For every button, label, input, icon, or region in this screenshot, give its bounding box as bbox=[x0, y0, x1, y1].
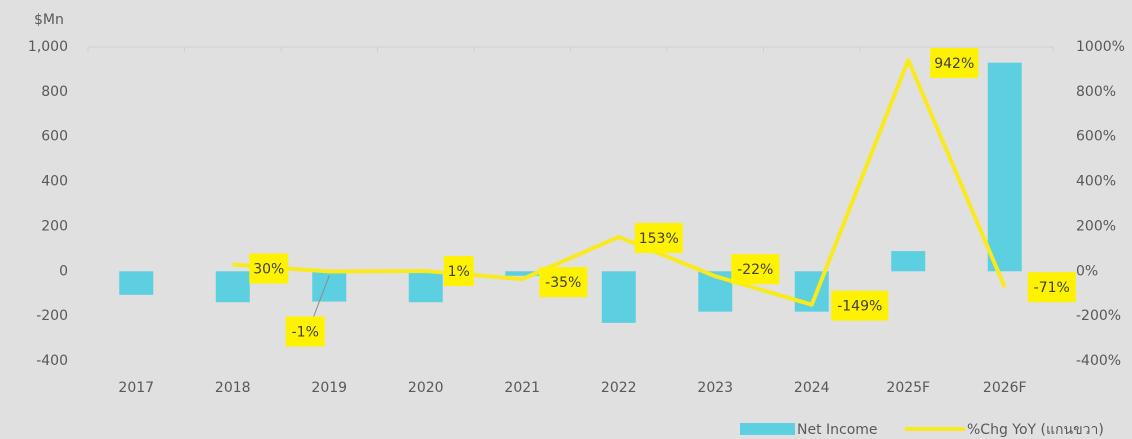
y-tick-label: 400 bbox=[41, 174, 68, 190]
bar bbox=[891, 251, 926, 272]
label-box bbox=[731, 254, 780, 285]
bar bbox=[119, 271, 154, 295]
data-label: 153% bbox=[639, 231, 679, 247]
label-box bbox=[285, 316, 325, 347]
data-label: -149% bbox=[837, 299, 882, 315]
y2-tick-label: -400% bbox=[1076, 353, 1121, 369]
data-label: -22% bbox=[737, 262, 773, 278]
y-tick-label: 600 bbox=[41, 129, 68, 145]
line bbox=[232, 58, 1007, 307]
y-axis-label: $Mn bbox=[34, 12, 64, 28]
label-box bbox=[539, 267, 588, 298]
y2-tick-label: 400% bbox=[1076, 174, 1116, 190]
bar bbox=[987, 62, 1022, 272]
y-tick-label: 800 bbox=[41, 84, 68, 100]
y-tick-label: 200 bbox=[41, 218, 68, 234]
label-box bbox=[443, 256, 474, 287]
legend-swatch bbox=[740, 423, 795, 435]
y-tick-label: 1,000 bbox=[28, 39, 68, 55]
bar bbox=[601, 271, 636, 323]
bar bbox=[408, 271, 443, 303]
bar bbox=[215, 271, 250, 303]
legend-label: %Chg YoY (แกนขวา) bbox=[967, 422, 1104, 438]
legend-label: Net Income bbox=[797, 422, 878, 438]
y2-tick-label: 1000% bbox=[1076, 39, 1125, 55]
data-label: 1% bbox=[448, 264, 470, 280]
data-label: -71% bbox=[1034, 280, 1070, 296]
x-tick-label: 2019 bbox=[311, 380, 347, 396]
x-tick-label: 2018 bbox=[215, 380, 251, 396]
y-tick-label: -200 bbox=[36, 308, 68, 324]
label-box bbox=[930, 48, 979, 79]
data-label: 30% bbox=[253, 262, 284, 278]
leader-line bbox=[312, 275, 330, 318]
data-label: -35% bbox=[545, 275, 581, 291]
x-tick-label: 2020 bbox=[408, 380, 444, 396]
x-tick-label: 2026F bbox=[983, 380, 1027, 396]
label-box bbox=[1027, 272, 1076, 303]
data-label: -1% bbox=[292, 325, 319, 341]
x-tick-label: 2022 bbox=[601, 380, 637, 396]
data-label: 942% bbox=[934, 56, 974, 72]
y-tick-label: -400 bbox=[36, 353, 68, 369]
x-tick-label: 2017 bbox=[118, 380, 154, 396]
x-tick-label: 2023 bbox=[697, 380, 733, 396]
y2-tick-label: 600% bbox=[1076, 129, 1116, 145]
y2-tick-label: 800% bbox=[1076, 84, 1116, 100]
x-tick-label: 2024 bbox=[794, 380, 830, 396]
label-box bbox=[249, 253, 289, 284]
x-tick-label: 2021 bbox=[504, 380, 540, 396]
label-box bbox=[634, 222, 683, 253]
x-tick-label: 2025F bbox=[886, 380, 930, 396]
label-box bbox=[831, 290, 889, 321]
y-tick-label: 0 bbox=[59, 263, 68, 279]
y2-tick-label: 200% bbox=[1076, 218, 1116, 234]
bar bbox=[505, 271, 540, 276]
y2-tick-label: -200% bbox=[1076, 308, 1121, 324]
y2-tick-label: 0% bbox=[1076, 263, 1098, 279]
